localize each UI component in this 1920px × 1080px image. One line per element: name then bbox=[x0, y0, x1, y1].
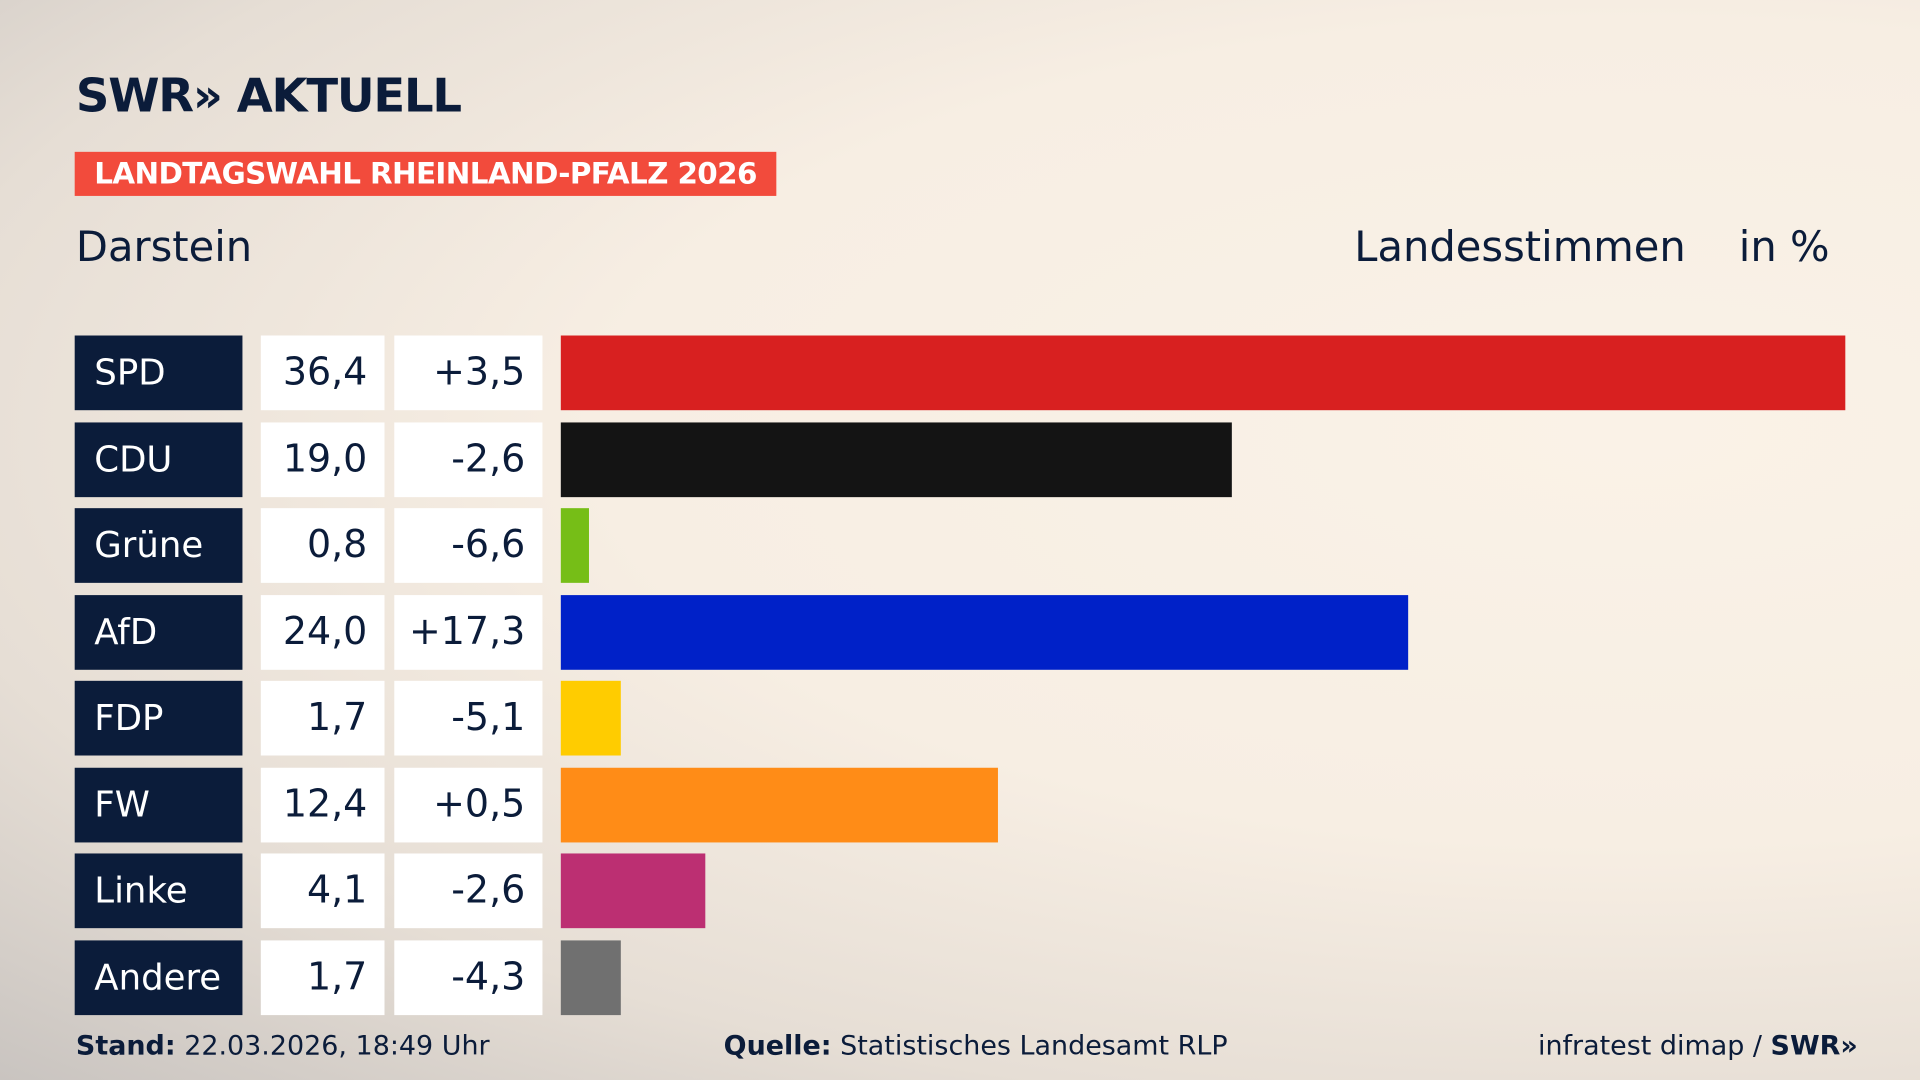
diff-label: -5,1 bbox=[394, 680, 543, 756]
diff-label: +3,5 bbox=[394, 335, 543, 411]
value-label: 24,0 bbox=[260, 594, 385, 670]
bar bbox=[560, 421, 1232, 497]
diff-label: +0,5 bbox=[394, 767, 543, 842]
source-label: Quelle: bbox=[723, 1031, 832, 1062]
source: Quelle: Statistisches Landesamt RLP bbox=[724, 1031, 1228, 1062]
diff-label: +17,3 bbox=[394, 594, 543, 670]
value-label: 12,4 bbox=[260, 767, 385, 842]
bar bbox=[560, 853, 706, 929]
diff-label: -2,6 bbox=[394, 421, 543, 497]
stand: Stand: 22.03.2026, 18:49 Uhr bbox=[76, 1031, 490, 1062]
party-label: AfD bbox=[74, 594, 243, 670]
party-label: Linke bbox=[74, 853, 243, 929]
stand-value: 22.03.2026, 18:49 Uhr bbox=[184, 1031, 490, 1062]
value-label: 4,1 bbox=[260, 853, 385, 929]
party-label: CDU bbox=[74, 421, 243, 497]
vote-type-label: Landesstimmen bbox=[1354, 222, 1686, 272]
swr-aktuell-logo: SWR» AKTUELL bbox=[75, 68, 462, 123]
diff-label: -6,6 bbox=[394, 508, 543, 583]
party-label: FDP bbox=[74, 680, 243, 756]
value-label: 19,0 bbox=[260, 421, 385, 497]
bar bbox=[560, 335, 1846, 411]
party-label: Grüne bbox=[74, 508, 243, 583]
bar bbox=[560, 680, 621, 756]
credit-text: infratest dimap / bbox=[1537, 1031, 1762, 1062]
unit-label: in % bbox=[1738, 222, 1830, 272]
party-label: Andere bbox=[74, 939, 243, 1015]
value-label: 0,8 bbox=[260, 508, 385, 583]
swr-footer-logo: SWR» bbox=[1770, 1031, 1858, 1062]
party-label: SPD bbox=[74, 335, 243, 411]
bar bbox=[560, 508, 590, 583]
value-label: 1,7 bbox=[260, 939, 385, 1015]
election-tag: LANDTAGSWAHL RHEINLAND-PFALZ 2026 bbox=[74, 151, 777, 196]
bar bbox=[560, 594, 1408, 670]
diff-label: -4,3 bbox=[394, 939, 543, 1015]
source-value: Statistisches Landesamt RLP bbox=[840, 1031, 1228, 1062]
diff-label: -2,6 bbox=[394, 853, 543, 929]
value-label: 36,4 bbox=[260, 335, 385, 411]
value-label: 1,7 bbox=[260, 680, 385, 756]
credit: infratest dimap / SWR» bbox=[1538, 1031, 1858, 1062]
place-name: Darstein bbox=[75, 222, 253, 272]
party-label: FW bbox=[74, 767, 243, 842]
bar bbox=[560, 939, 621, 1015]
stand-label: Stand: bbox=[75, 1031, 176, 1062]
bar bbox=[560, 767, 999, 842]
